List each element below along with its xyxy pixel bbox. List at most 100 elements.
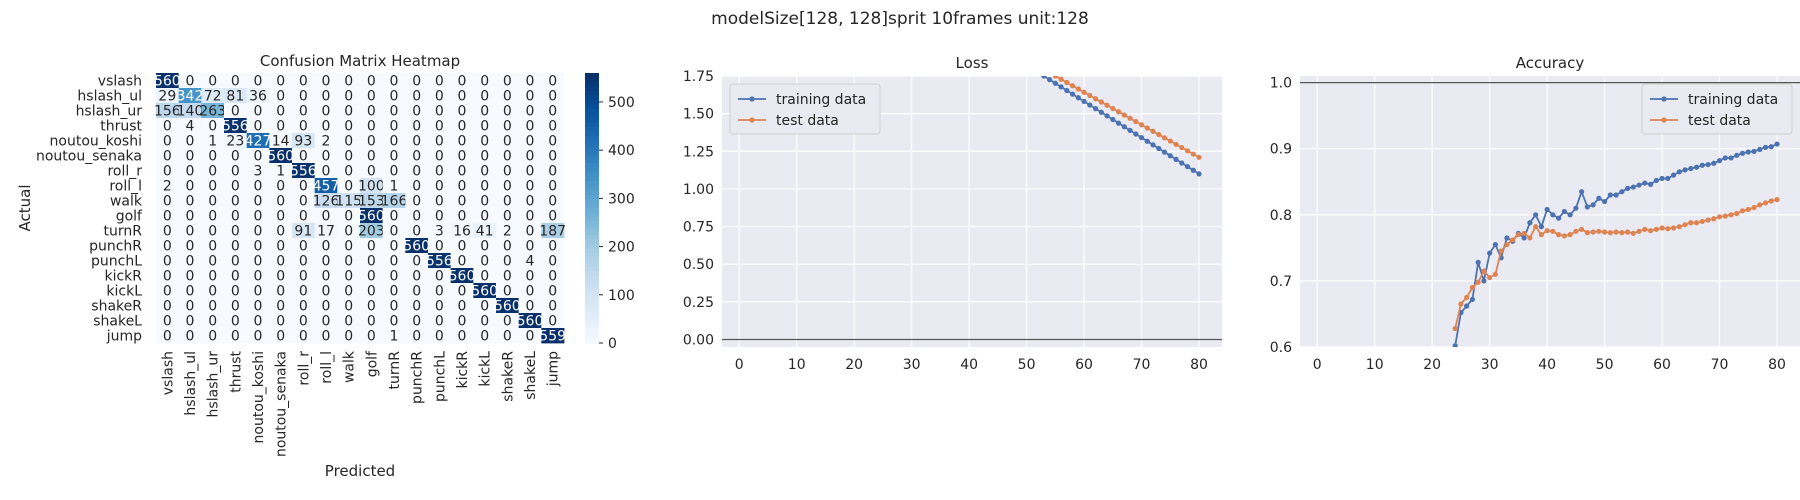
heatmap-cell [201, 268, 225, 284]
heatmap-cell-value: 0 [526, 149, 535, 165]
heatmap-cell [156, 328, 180, 344]
heatmap-cell-value: 0 [276, 329, 285, 345]
heatmap-cell [292, 328, 316, 344]
accuracy-series-point [1475, 279, 1481, 285]
loss-series-point [1087, 102, 1093, 108]
heatmap-cell [541, 268, 565, 284]
heatmap-x-tick-label: kickL [478, 351, 494, 387]
accuracy-series-point [1739, 150, 1746, 156]
colorbar-segment [585, 307, 599, 313]
heatmap-cell [518, 268, 542, 284]
heatmap-y-tick-label: jump [106, 329, 142, 345]
heatmap-cell [541, 103, 565, 119]
colorbar-segment [585, 230, 599, 236]
heatmap-cell-value: 0 [458, 74, 467, 90]
heatmap-cell-value: 0 [299, 254, 308, 270]
heatmap-cell-value: 0 [367, 299, 376, 315]
heatmap-cell-value: 0 [299, 314, 308, 330]
loss-series-point [1069, 91, 1076, 97]
colorbar-segment [585, 91, 599, 97]
heatmap-cell [405, 148, 429, 164]
heatmap-cell [292, 163, 316, 179]
heatmap-cell-value: 0 [480, 119, 489, 135]
heatmap-cell-value: 0 [208, 329, 217, 345]
heatmap-cell-value: 0 [299, 239, 308, 255]
colorbar-segment [585, 131, 599, 137]
accuracy-series-point [1504, 235, 1510, 241]
heatmap-cell-value: 0 [322, 104, 331, 120]
accuracy-series-point [1504, 241, 1510, 248]
accuracy-series-point [1607, 192, 1613, 198]
heatmap-cell-value: 0 [344, 104, 353, 120]
heatmap-cell-value: 0 [322, 74, 331, 90]
heatmap-cell [246, 193, 270, 209]
heatmap-cell-value: 0 [254, 254, 263, 270]
heatmap-cell-value: 1 [276, 164, 285, 180]
loss-series-group [1041, 76, 1202, 177]
heatmap-cell-value: 0 [503, 74, 512, 90]
heatmap-cell-value: 156 [154, 104, 181, 120]
accuracy-series-point [1481, 268, 1487, 274]
colorbar-segment [585, 194, 599, 200]
heatmap-cell-value: 0 [367, 254, 376, 270]
heatmap-cell [224, 253, 248, 269]
accuracy-legend-label: training data [1688, 92, 1778, 108]
heatmap-cell [246, 118, 270, 134]
heatmap-cell [360, 328, 384, 344]
heatmap-cell-value: 0 [435, 314, 444, 330]
accuracy-series-point [1584, 230, 1590, 236]
heatmap-cell-value: 0 [412, 164, 421, 180]
heatmap-cell-value: 0 [322, 89, 331, 105]
heatmap-cell [473, 73, 497, 89]
heatmap-cell-value: 0 [548, 149, 557, 165]
heatmap-cell-value: 1 [390, 329, 399, 345]
heatmap-cell [450, 148, 474, 164]
colorbar-segment [585, 302, 599, 308]
accuracy-series-point [1561, 208, 1567, 215]
heatmap-cell-value: 0 [367, 239, 376, 255]
heatmap-cell-value: 0 [458, 134, 467, 150]
heatmap-cell [360, 163, 384, 179]
heatmap-cell-value: 0 [254, 209, 263, 225]
accuracy-series-point [1544, 206, 1550, 213]
accuracy-series-point [1757, 202, 1763, 208]
heatmap-cell-value: 0 [299, 104, 308, 120]
heatmap-cell-value: 0 [503, 269, 512, 285]
heatmap-cell [496, 298, 520, 314]
heatmap-cell [428, 253, 452, 269]
heatmap-cell [428, 223, 452, 239]
accuracy-series-point [1670, 225, 1677, 231]
colorbar-segment [585, 253, 599, 259]
heatmap-cell-value: 0 [186, 134, 195, 150]
heatmap-cell [224, 118, 248, 134]
heatmap-cell-value: 0 [412, 104, 421, 120]
heatmap-cell [269, 253, 293, 269]
heatmap-cell [156, 193, 180, 209]
accuracy-series-point [1762, 200, 1769, 206]
colorbar-segment [585, 73, 599, 79]
heatmap-cell [201, 148, 225, 164]
heatmap-cell [269, 178, 293, 194]
heatmap-cell [314, 268, 338, 284]
heatmap-cell-value: 0 [412, 254, 421, 270]
loss-series-line [1043, 76, 1200, 175]
heatmap-cell-value: 0 [412, 134, 421, 150]
heatmap-x-tick-label: noutou_koshi [251, 351, 267, 443]
accuracy-series-point [1601, 198, 1608, 205]
heatmap-cell-value: 0 [390, 224, 399, 240]
heatmap-cell [224, 148, 248, 164]
heatmap-cell-value: 0 [231, 194, 240, 210]
heatmap-cell [156, 268, 180, 284]
heatmap-cell-value: 0 [322, 269, 331, 285]
accuracy-series-point [1590, 229, 1596, 235]
loss-series-point [1064, 79, 1070, 86]
heatmap-cell [450, 193, 474, 209]
loss-y-tick-label: 1.25 [683, 144, 714, 160]
heatmap-cell [178, 208, 202, 224]
heatmap-cell [360, 298, 384, 314]
heatmap-cell-value: 560 [449, 269, 476, 285]
heatmap-cell-value: 0 [458, 119, 467, 135]
accuracy-series-point [1544, 228, 1550, 234]
heatmap-cell-value: 0 [231, 149, 240, 165]
colorbar-segment [585, 203, 599, 209]
